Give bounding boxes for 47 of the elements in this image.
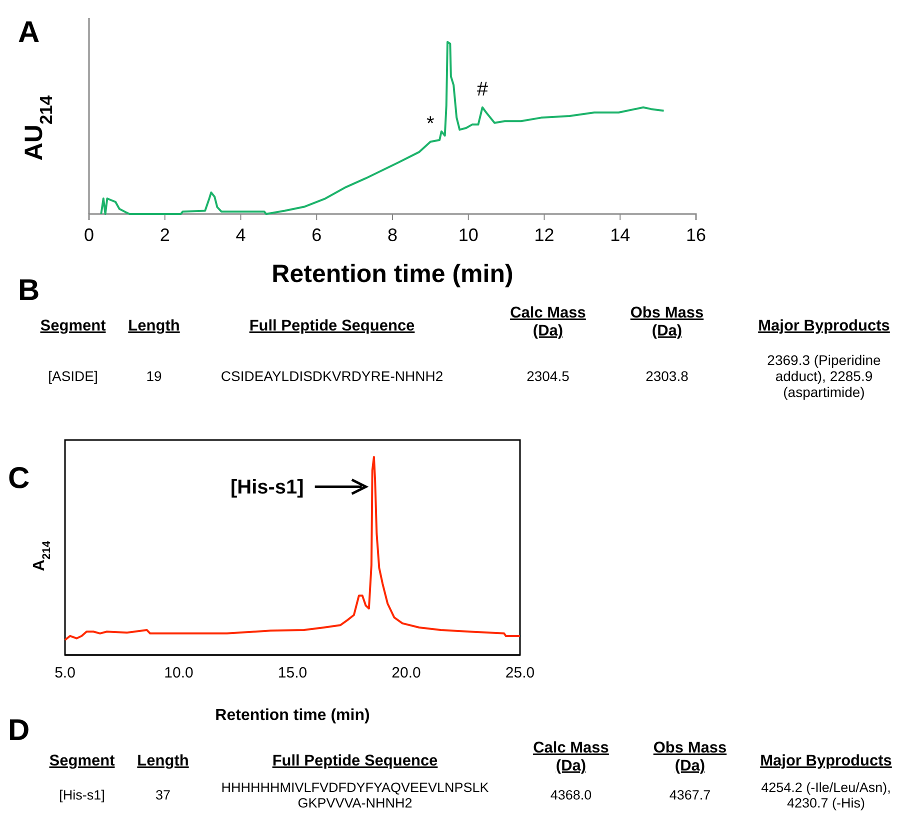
text: HHHHHHMIVLFVDFDYFYAQVEEVLNPSLK GKPVVVA-NHNH2 [221,780,489,810]
text: Calc Mass (Da) [533,740,609,774]
x-tick-label: 6 [312,224,322,245]
annotation: # [476,78,489,100]
x-tick-label: 0 [84,224,94,245]
x-tick-label: 8 [387,224,398,245]
x-tick-label: 14 [610,224,630,245]
x-tick-label: 2 [160,224,170,245]
text: Segment [40,317,106,334]
text: Length [137,752,189,770]
text: [His-s1] [59,788,105,803]
text: 19 [146,368,162,384]
text: [ASIDE] [48,368,98,384]
x-tick-label: 16 [686,224,706,245]
text: 37 [155,788,171,803]
text: Obs Mass (Da) [653,740,727,774]
x-axis-title: Retention time (min) [215,707,370,724]
chart-title: A [18,16,40,49]
x-tick-label: 15.0 [278,664,308,682]
text: Obs Mass (Da) [630,304,704,340]
text: Full Peptide Sequence [249,317,416,334]
x-tick-label: 10.0 [164,664,194,682]
text: 2369.3 (Piperidine adduct), 2285.9 (aspartimide) [767,352,882,400]
x-tick-label: 10 [458,224,478,245]
x-tick-label: 5.0 [54,664,76,682]
text: Major Byproducts [760,752,892,770]
annotation: * [426,112,435,135]
text: CSIDEAYLDISDKVRDYRE-NHNH2 [220,368,444,384]
text: 4367.7 [669,788,711,803]
x-axis-title: Retention time (min) [272,260,514,288]
chart-title: C [8,462,30,495]
x-tick-label: 12 [534,224,554,245]
x-tick-label: 25.0 [505,664,535,682]
text: 2304.5 [526,368,570,384]
x-tick-label: 4 [236,224,246,245]
text: 2303.8 [646,368,689,384]
text: 4368.0 [550,788,592,803]
annotation: [His-s1] [230,476,304,499]
text: Calc Mass (Da) [510,304,586,340]
text: B [18,274,40,307]
text: D [8,714,30,747]
text: Length [128,317,180,334]
text: Full Peptide Sequence [272,752,438,770]
text: 4254.2 (-Ile/Leu/Asn), 4230.7 (-His) [761,780,891,810]
x-tick-label: 20.0 [392,664,421,682]
text: Major Byproducts [758,317,890,334]
text: Segment [49,752,115,770]
